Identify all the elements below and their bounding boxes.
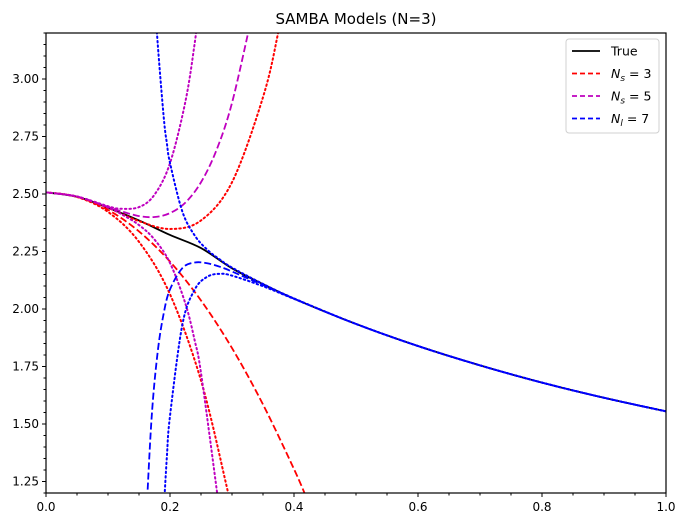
legend-label-subscript: s [620, 97, 625, 107]
y-tick-label: 2.75 [12, 130, 39, 144]
legend-label-value: = 3 [625, 66, 651, 81]
series-line-n-s-5 [46, 33, 250, 219]
y-tick-label: 1.25 [12, 475, 39, 489]
y-tick-label: 2.50 [12, 187, 39, 201]
legend-label: True [610, 44, 638, 59]
x-tick-label: 0.8 [532, 500, 551, 514]
x-tick-label: 0.0 [36, 500, 55, 514]
legend-label: Ns = 3 [611, 66, 651, 84]
y-tick-label: 2.25 [12, 245, 39, 259]
x-tick-label: 1.0 [656, 500, 675, 514]
legend-label: Nl = 7 [611, 111, 649, 129]
series-line-n-s-3 [46, 191, 306, 493]
legend-label-subscript: l [620, 119, 623, 129]
x-tick-label: 0.2 [160, 500, 179, 514]
error-band-line-3 [46, 191, 230, 493]
legend-label-value: = 5 [625, 89, 651, 104]
legend-label-symbol: N [611, 89, 621, 104]
y-tick-label: 3.00 [12, 72, 39, 86]
y-tick-label: 2.00 [12, 302, 39, 316]
legend-label-value: = 7 [623, 111, 649, 126]
x-tick-label: 0.6 [408, 500, 427, 514]
y-tick-label: 1.75 [12, 360, 39, 374]
series-line-n-l-7 [146, 261, 666, 493]
error-band-line-9 [163, 272, 666, 493]
error-band-line-5 [46, 33, 198, 210]
legend-label-subscript: s [620, 74, 625, 84]
legend-label: Ns = 5 [611, 89, 651, 107]
legend-label-symbol: N [611, 111, 621, 126]
legend-label-symbol: N [611, 66, 621, 81]
legend-box [565, 38, 660, 134]
chart-title: SAMBA Models (N=3) [276, 10, 437, 28]
error-band-line-2 [46, 33, 280, 230]
axis-ticks: 0.0 0.2 0.4 0.6 0.8 1.0 1.25 1.50 1.75 2.00 2.25 2.… [12, 32, 676, 514]
y-tick-label: 1.50 [12, 417, 39, 431]
series-layer [46, 33, 666, 493]
error-band-line-6 [46, 191, 219, 493]
x-tick-label: 0.4 [284, 500, 303, 514]
